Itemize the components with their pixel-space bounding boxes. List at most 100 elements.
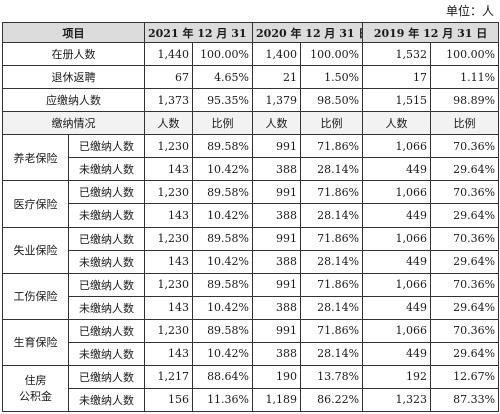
value-cell: 1,230 xyxy=(144,134,193,159)
count-header: 人数 xyxy=(362,111,432,136)
table-row: 未缴纳人数 143 10.42% 388 28.14% 449 29.64% xyxy=(3,341,500,366)
value-cell: 1,066 xyxy=(362,318,432,343)
insurance-name: 医疗保险 xyxy=(2,180,69,228)
value-cell: 86.22% xyxy=(300,387,364,413)
value-cell: 70.36% xyxy=(430,226,500,251)
insurance-name: 生育保险 xyxy=(2,318,69,366)
unpaid-label: 未缴纳人数 xyxy=(68,295,145,320)
table-body: 在册人数 1,440 100.00% 1,400 100.00% 1,532 100.00%… xyxy=(2,41,500,413)
value-cell: 17 xyxy=(362,65,432,90)
value-cell: 28.14% xyxy=(300,341,364,366)
value-cell: 10.42% xyxy=(191,295,254,320)
value-cell: 28.14% xyxy=(300,157,364,182)
value-cell: 10.42% xyxy=(191,341,254,366)
value-cell: 1.11% xyxy=(430,65,500,90)
value-cell: 1.50% xyxy=(300,65,364,90)
value-cell: 71.86% xyxy=(300,272,364,297)
count-header: 人数 xyxy=(144,111,193,136)
value-cell: 1,230 xyxy=(144,272,193,297)
value-cell: 991 xyxy=(252,318,302,343)
value-cell: 29.64% xyxy=(430,295,500,320)
value-cell: 1,066 xyxy=(362,134,432,159)
value-cell: 388 xyxy=(252,249,302,274)
value-cell: 11.36% xyxy=(191,387,254,413)
table-row: 应缴纳人数 1,373 95.35% 1,379 98.50% 1,515 98.89% xyxy=(2,88,500,113)
value-cell: 156 xyxy=(144,387,193,413)
value-cell: 100.00% xyxy=(300,41,364,67)
header-row: 项目 2021 年 12 月 31 日 2020 年 12 月 31 日 201… xyxy=(2,22,500,43)
social-insurance-table: 项目 2021 年 12 月 31 日 2020 年 12 月 31 日 201… xyxy=(2,22,500,413)
unpaid-label: 未缴纳人数 xyxy=(68,341,145,366)
unpaid-label: 未缴纳人数 xyxy=(68,249,145,274)
value-cell: 388 xyxy=(252,341,302,366)
value-cell: 1,400 xyxy=(252,41,302,67)
value-cell: 12.67% xyxy=(430,364,500,389)
table-row: 退休返聘 67 4.65% 21 1.50% 17 1.11% xyxy=(2,65,500,90)
paid-label: 已缴纳人数 xyxy=(68,364,145,389)
paid-label: 已缴纳人数 xyxy=(68,272,145,297)
value-cell: 388 xyxy=(252,295,302,320)
paid-label: 已缴纳人数 xyxy=(68,318,145,343)
value-cell: 13.78% xyxy=(300,364,364,389)
value-cell: 100.00% xyxy=(430,41,500,67)
unpaid-label: 未缴纳人数 xyxy=(68,203,145,228)
value-cell: 87.33% xyxy=(430,387,500,413)
value-cell: 95.35% xyxy=(191,88,254,113)
value-cell: 98.89% xyxy=(430,88,500,113)
header-2020: 2020 年 12 月 31 日 xyxy=(252,22,364,43)
table-row: 生育保险 已缴纳人数 1,230 89.58% 991 71.86% 1,066 70.36% xyxy=(2,318,500,366)
paid-label: 已缴纳人数 xyxy=(68,134,145,159)
insurance-name: 养老保险 xyxy=(2,134,69,182)
paid-label: 已缴纳人数 xyxy=(68,226,145,251)
value-cell: 1,230 xyxy=(144,226,193,251)
value-cell: 449 xyxy=(362,295,432,320)
value-cell: 1,189 xyxy=(252,387,302,413)
value-cell: 991 xyxy=(252,272,302,297)
status-row: 缴纳情况 人数 比例 人数 比例 人数 比例 xyxy=(2,111,500,136)
paid-label: 已缴纳人数 xyxy=(68,180,145,205)
unpaid-label: 未缴纳人数 xyxy=(68,157,145,182)
value-cell: 1,532 xyxy=(362,41,432,67)
value-cell: 70.36% xyxy=(430,180,500,205)
table-row: 未缴纳人数 143 10.42% 388 28.14% 449 29.64% xyxy=(3,295,500,320)
value-cell: 388 xyxy=(252,157,302,182)
value-cell: 1,373 xyxy=(144,88,193,113)
value-cell: 29.64% xyxy=(430,249,500,274)
table-row: 未缴纳人数 143 10.42% 388 28.14% 449 29.64% xyxy=(3,203,500,228)
header-item: 项目 xyxy=(2,22,145,43)
value-cell: 991 xyxy=(252,134,302,159)
table-row: 未缴纳人数 143 10.42% 388 28.14% 449 29.64% xyxy=(3,249,500,274)
value-cell: 28.14% xyxy=(300,295,364,320)
value-cell: 143 xyxy=(144,341,193,366)
value-cell: 70.36% xyxy=(430,134,500,159)
value-cell: 1,217 xyxy=(144,364,193,389)
value-cell: 89.58% xyxy=(191,318,254,343)
row-label: 在册人数 xyxy=(2,41,145,67)
value-cell: 1,066 xyxy=(362,226,432,251)
value-cell: 1,515 xyxy=(362,88,432,113)
table-row: 失业保险 已缴纳人数 1,230 89.58% 991 71.86% 1,066 70.36% xyxy=(2,226,500,274)
value-cell: 71.86% xyxy=(300,134,364,159)
value-cell: 29.64% xyxy=(430,157,500,182)
insurance-name: 失业保险 xyxy=(2,226,69,274)
table-row: 未缴纳人数 143 10.42% 388 28.14% 449 29.64% xyxy=(3,157,500,182)
value-cell: 1,066 xyxy=(362,180,432,205)
value-cell: 4.65% xyxy=(191,65,254,90)
value-cell: 1,323 xyxy=(362,387,432,413)
value-cell: 449 xyxy=(362,203,432,228)
status-label: 缴纳情况 xyxy=(2,111,145,136)
value-cell: 89.58% xyxy=(191,226,254,251)
ratio-header: 比例 xyxy=(430,111,500,136)
insurance-name: 住房 公积金 xyxy=(2,364,69,413)
table-row: 工伤保险 已缴纳人数 1,230 89.58% 991 71.86% 1,066 70.36% xyxy=(2,272,500,320)
value-cell: 71.86% xyxy=(300,318,364,343)
value-cell: 29.64% xyxy=(430,341,500,366)
unit-label: 单位：人 xyxy=(445,4,494,18)
value-cell: 190 xyxy=(252,364,302,389)
value-cell: 29.64% xyxy=(430,203,500,228)
value-cell: 98.50% xyxy=(300,88,364,113)
table-row: 住房 公积金 已缴纳人数 1,217 88.64% 190 13.78% 192 12.67% xyxy=(2,364,500,413)
ratio-header: 比例 xyxy=(300,111,364,136)
value-cell: 449 xyxy=(362,341,432,366)
value-cell: 70.36% xyxy=(430,272,500,297)
